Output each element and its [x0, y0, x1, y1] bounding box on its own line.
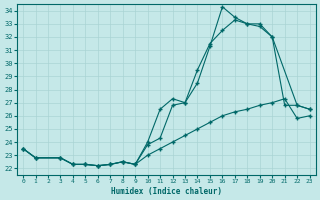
X-axis label: Humidex (Indice chaleur): Humidex (Indice chaleur) — [111, 187, 222, 196]
